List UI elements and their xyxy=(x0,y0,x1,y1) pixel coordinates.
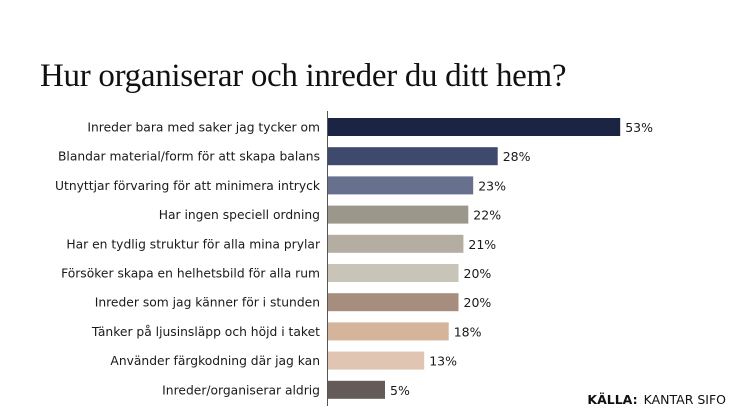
bar xyxy=(328,322,449,341)
value-label: 21% xyxy=(468,237,496,252)
value-label: 5% xyxy=(390,383,410,398)
bar xyxy=(328,351,425,370)
value-label: 18% xyxy=(454,324,482,339)
category-label: Har ingen speciell ordning xyxy=(159,208,320,222)
value-label: 23% xyxy=(478,178,506,193)
value-label: 53% xyxy=(625,120,653,135)
category-label: Inreder som jag känner för i stunden xyxy=(95,296,320,310)
value-label: 20% xyxy=(464,295,492,310)
bar xyxy=(328,380,385,399)
category-label: Använder färgkodning där jag kan xyxy=(110,354,320,368)
value-label: 22% xyxy=(473,208,501,223)
category-label: Tänker på ljusinsläpp och höjd i taket xyxy=(91,325,320,339)
value-label: 13% xyxy=(429,354,457,369)
bar xyxy=(328,234,464,253)
source-value: KANTAR SIFO xyxy=(643,392,726,407)
value-label: 20% xyxy=(464,266,492,281)
value-label: 28% xyxy=(503,149,531,164)
chart-title: Hur organiserar och inreder du ditt hem? xyxy=(40,58,567,94)
category-label: Har en tydlig struktur för alla mina pry… xyxy=(66,237,321,251)
bar xyxy=(328,118,621,136)
bar xyxy=(328,176,474,195)
category-label: Inreder bara med saker jag tycker om xyxy=(87,121,320,135)
category-label: Utnyttjar förvaring för att minimera int… xyxy=(55,179,321,193)
source-note: KÄLLA: KANTAR SIFO xyxy=(587,392,726,407)
category-label: Blandar material/form för att skapa bala… xyxy=(58,150,320,164)
bar xyxy=(328,205,469,224)
source-label: KÄLLA: xyxy=(587,392,638,407)
bar xyxy=(328,147,498,166)
bar xyxy=(328,293,459,312)
category-label: Försöker skapa en helhetsbild för alla r… xyxy=(61,267,320,281)
category-label: Inreder/organiserar aldrig xyxy=(162,383,320,397)
bar xyxy=(328,264,459,282)
